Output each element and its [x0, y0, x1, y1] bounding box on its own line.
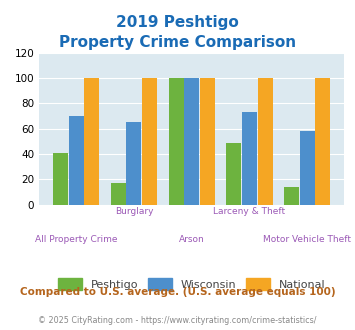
Bar: [258, 78, 273, 205]
Bar: [284, 187, 299, 205]
Text: Motor Vehicle Theft: Motor Vehicle Theft: [263, 235, 351, 244]
Text: All Property Crime: All Property Crime: [35, 235, 117, 244]
Bar: [142, 78, 157, 205]
Bar: [200, 78, 215, 205]
Text: Arson: Arson: [179, 235, 204, 244]
Bar: [226, 143, 241, 205]
Bar: [169, 78, 184, 205]
Text: © 2025 CityRating.com - https://www.cityrating.com/crime-statistics/: © 2025 CityRating.com - https://www.city…: [38, 316, 317, 325]
Text: Compared to U.S. average. (U.S. average equals 100): Compared to U.S. average. (U.S. average …: [20, 287, 335, 297]
Bar: [111, 183, 126, 205]
Bar: [184, 78, 199, 205]
Bar: [242, 112, 257, 205]
Text: Property Crime Comparison: Property Crime Comparison: [59, 35, 296, 50]
Bar: [53, 153, 68, 205]
Bar: [84, 78, 99, 205]
Bar: [316, 78, 331, 205]
Text: 2019 Peshtigo: 2019 Peshtigo: [116, 15, 239, 30]
Bar: [69, 116, 83, 205]
Bar: [300, 131, 315, 205]
Legend: Peshtigo, Wisconsin, National: Peshtigo, Wisconsin, National: [58, 279, 326, 290]
Bar: [126, 122, 141, 205]
